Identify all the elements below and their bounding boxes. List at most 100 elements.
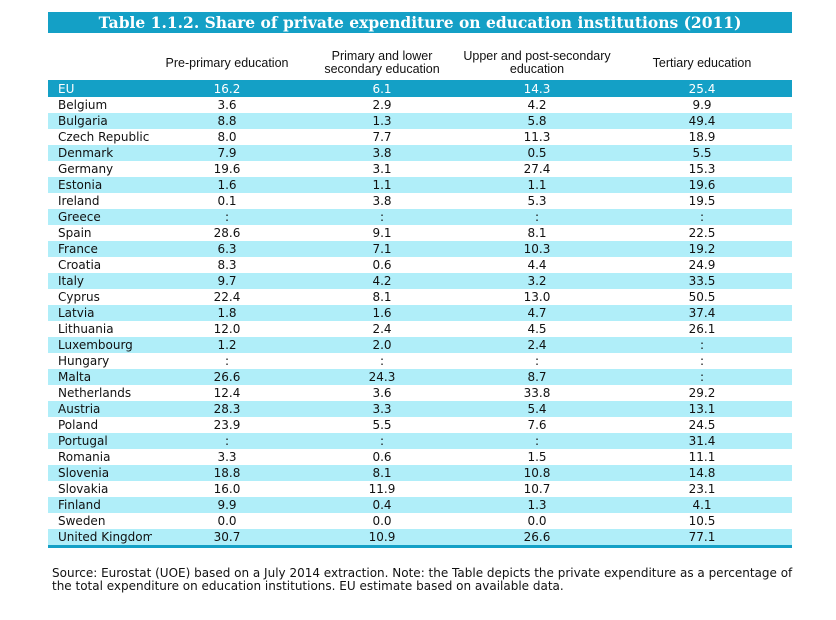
header-row: Pre-primary education Primary and lower …: [48, 46, 792, 80]
country-name: Italy: [48, 273, 152, 289]
table-row: Finland 9.9 0.4 1.3 4.1: [48, 497, 792, 513]
country-name: Finland: [48, 497, 152, 513]
value-cell: :: [302, 353, 462, 369]
value-cell: 4.2: [462, 97, 612, 113]
table-row: Romania 3.3 0.6 1.5 11.1: [48, 449, 792, 465]
value-cell: 5.8: [462, 113, 612, 129]
value-cell: 3.8: [302, 193, 462, 209]
country-name: Estonia: [48, 177, 152, 193]
table-row: Italy 9.7 4.2 3.2 33.5: [48, 273, 792, 289]
value-cell: :: [612, 353, 792, 369]
value-cell: :: [462, 353, 612, 369]
expenditure-table: Pre-primary education Primary and lower …: [48, 46, 792, 548]
country-name: Ireland: [48, 193, 152, 209]
value-cell: 8.1: [302, 289, 462, 305]
table-row: Belgium 3.6 2.9 4.2 9.9: [48, 97, 792, 113]
value-cell: 0.6: [302, 257, 462, 273]
country-name: Romania: [48, 449, 152, 465]
table-row: Netherlands 12.4 3.6 33.8 29.2: [48, 385, 792, 401]
value-cell: 7.6: [462, 417, 612, 433]
value-cell: 3.3: [302, 401, 462, 417]
value-cell: :: [152, 209, 302, 225]
country-name: Greece: [48, 209, 152, 225]
value-cell: :: [152, 433, 302, 449]
value-cell: :: [152, 353, 302, 369]
value-cell: 4.1: [612, 497, 792, 513]
country-name: Slovenia: [48, 465, 152, 481]
value-cell: :: [462, 209, 612, 225]
value-cell: 8.1: [302, 465, 462, 481]
value-cell: 7.9: [152, 145, 302, 161]
country-name: Czech Republic: [48, 129, 152, 145]
value-cell: 1.3: [302, 113, 462, 129]
value-cell: :: [462, 433, 612, 449]
value-cell: 8.0: [152, 129, 302, 145]
header-tertiary: Tertiary education: [612, 46, 792, 80]
value-cell: 11.3: [462, 129, 612, 145]
value-cell: 3.1: [302, 161, 462, 177]
country-name: Slovakia: [48, 481, 152, 497]
value-cell: 0.0: [462, 513, 612, 529]
country-name: United Kingdom: [48, 529, 152, 548]
value-cell: 22.5: [612, 225, 792, 241]
value-cell: 7.7: [302, 129, 462, 145]
value-cell: 30.7: [152, 529, 302, 548]
value-cell: 24.9: [612, 257, 792, 273]
value-cell: 16.0: [152, 481, 302, 497]
eu-label: EU: [48, 80, 152, 97]
table-row: Latvia 1.8 1.6 4.7 37.4: [48, 305, 792, 321]
country-name: Cyprus: [48, 289, 152, 305]
value-cell: :: [612, 209, 792, 225]
country-name: Hungary: [48, 353, 152, 369]
eu-value: 6.1: [302, 80, 462, 97]
country-name: Denmark: [48, 145, 152, 161]
value-cell: 3.3: [152, 449, 302, 465]
value-cell: 0.0: [302, 513, 462, 529]
value-cell: 10.3: [462, 241, 612, 257]
country-name: Spain: [48, 225, 152, 241]
table-row: Hungary::::: [48, 353, 792, 369]
value-cell: 9.9: [612, 97, 792, 113]
country-name: Lithuania: [48, 321, 152, 337]
table-row: Cyprus 22.4 8.1 13.0 50.5: [48, 289, 792, 305]
value-cell: 10.5: [612, 513, 792, 529]
value-cell: 19.6: [152, 161, 302, 177]
eu-value: 25.4: [612, 80, 792, 97]
country-name: Sweden: [48, 513, 152, 529]
country-name: Portugal: [48, 433, 152, 449]
table-row: United Kingdom 30.7 10.9 26.6 77.1: [48, 529, 792, 548]
value-cell: 8.3: [152, 257, 302, 273]
country-name: Germany: [48, 161, 152, 177]
source-note: Source: Eurostat (UOE) based on a July 2…: [52, 566, 793, 593]
value-cell: 18.9: [612, 129, 792, 145]
table-row: Poland 23.9 5.5 7.6 24.5: [48, 417, 792, 433]
value-cell: 29.2: [612, 385, 792, 401]
value-cell: 18.8: [152, 465, 302, 481]
value-cell: 77.1: [612, 529, 792, 548]
value-cell: 2.0: [302, 337, 462, 353]
value-cell: 33.8: [462, 385, 612, 401]
table-row: Lithuania 12.0 2.4 4.5 26.1: [48, 321, 792, 337]
value-cell: 13.1: [612, 401, 792, 417]
value-cell: 0.0: [152, 513, 302, 529]
value-cell: 33.5: [612, 273, 792, 289]
country-name: Netherlands: [48, 385, 152, 401]
value-cell: 19.5: [612, 193, 792, 209]
value-cell: 12.0: [152, 321, 302, 337]
value-cell: 3.2: [462, 273, 612, 289]
value-cell: 13.0: [462, 289, 612, 305]
value-cell: 14.8: [612, 465, 792, 481]
value-cell: 2.4: [462, 337, 612, 353]
value-cell: 4.7: [462, 305, 612, 321]
value-cell: 4.4: [462, 257, 612, 273]
country-name: Belgium: [48, 97, 152, 113]
value-cell: 5.3: [462, 193, 612, 209]
value-cell: 8.7: [462, 369, 612, 385]
value-cell: 1.1: [302, 177, 462, 193]
table-row: Sweden 0.0 0.0 0.0 10.5: [48, 513, 792, 529]
header-upper-post-secondary: Upper and post-secondary education: [462, 46, 612, 80]
value-cell: 8.1: [462, 225, 612, 241]
value-cell: 10.9: [302, 529, 462, 548]
table-row: Slovakia 16.0 11.9 10.7 23.1: [48, 481, 792, 497]
table-row: Spain 28.6 9.1 8.1 22.5: [48, 225, 792, 241]
